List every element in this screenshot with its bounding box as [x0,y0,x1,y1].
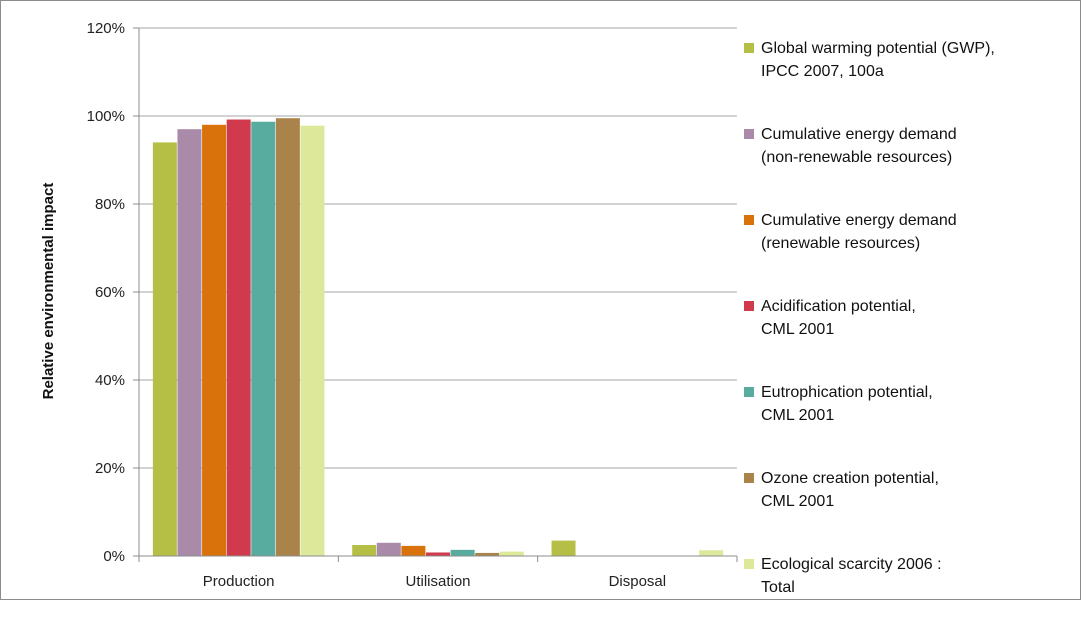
bar [499,551,524,556]
legend-swatch [744,301,754,311]
legend-label: Ozone creation potential, CML 2001 [761,470,939,510]
legend-label: Global warming potential (GWP), IPCC 200… [761,40,995,80]
x-tick-label: Production [203,573,275,590]
bars [152,118,724,557]
legend-label: Cumulative energy demand (renewable reso… [761,212,957,252]
x-tick-label: Disposal [609,573,667,590]
legend-item: Eutrophication potential, CML 2001 [744,381,1078,467]
bar [152,142,177,556]
legend: Global warming potential (GWP), IPCC 200… [744,37,1078,639]
bar [177,129,202,556]
y-tick-label: 40% [95,372,125,389]
legend-swatch [744,129,754,139]
legend-swatch [744,559,754,569]
y-tick-label: 100% [87,108,125,125]
legend-item: Global warming potential (GWP), IPCC 200… [744,37,1078,123]
y-tick-label: 120% [87,20,125,37]
bar [450,549,475,556]
legend-item: Ozone creation potential, CML 2001 [744,467,1078,553]
bar [202,124,227,557]
y-tick-label: 60% [95,284,125,301]
bar [352,545,377,556]
bar [699,550,724,556]
legend-swatch [744,387,754,397]
legend-swatch [744,473,754,483]
axes [133,27,738,562]
bar [226,119,251,557]
legend-item: Cumulative energy demand (non-renewable … [744,123,1078,209]
y-axis-label: Relative environmental impact [40,183,57,400]
legend-label: Ecological scarcity 2006 : Total [761,556,942,596]
legend-label: Eutrophication potential, CML 2001 [761,384,933,424]
legend-swatch [744,215,754,225]
tick-labels: 0% 20% 40% 60% 80% 100% 120% Production Utilisat… [87,20,666,590]
bar [275,118,300,556]
legend-label: Acidification potential, CML 2001 [761,298,916,338]
y-tick-label: 20% [95,460,125,477]
chart-container: 0% 20% 40% 60% 80% 100% 120% Production Utilisat… [0,0,1081,600]
bar [475,552,500,556]
legend-item: Ecological scarcity 2006 : Total [744,553,1078,639]
x-tick-label: Utilisation [405,573,470,590]
legend-swatch [744,43,754,53]
bar [426,552,450,556]
bar-chart: 0% 20% 40% 60% 80% 100% 120% Production Utilisat… [40,20,738,590]
bar [551,540,576,556]
bar [401,545,426,556]
legend-label: Cumulative energy demand (non-renewable … [761,126,957,166]
bar [251,121,276,556]
legend-item: Cumulative energy demand (renewable reso… [744,209,1078,295]
legend-item: Acidification potential, CML 2001 [744,295,1078,381]
bar [376,542,401,556]
y-tick-label: 80% [95,196,125,213]
bar [300,125,325,557]
y-tick-label: 0% [103,548,125,565]
